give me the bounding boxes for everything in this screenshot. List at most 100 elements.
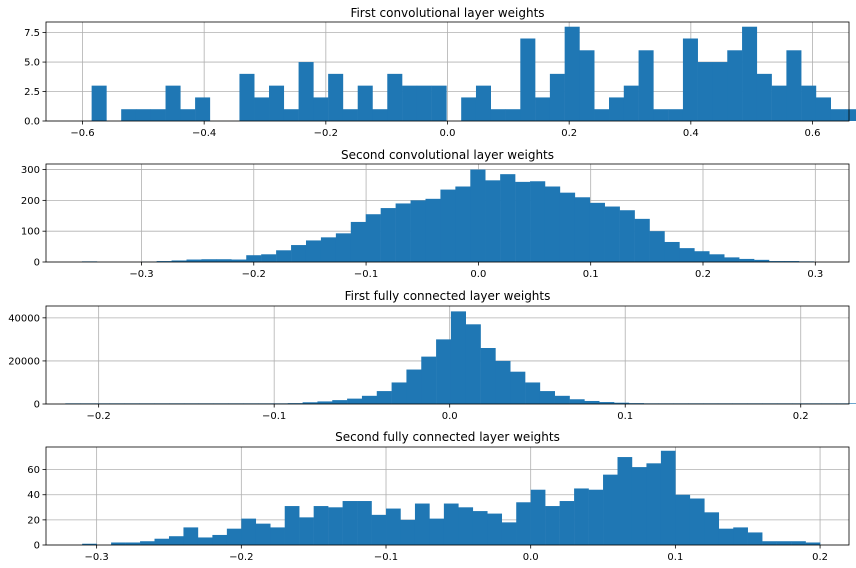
histogram-bar: [520, 38, 536, 121]
histogram-bar: [395, 203, 411, 262]
histogram-bar: [475, 85, 491, 121]
histogram-bar: [679, 248, 695, 262]
x-tick-label: 0.2: [812, 552, 828, 563]
panel-second-conv-weights: Second convolutional layer weights −0.3 −…: [21, 148, 850, 280]
histogram-bar: [406, 369, 422, 404]
histogram-bar: [305, 240, 322, 262]
histogram-bar: [270, 527, 285, 545]
histogram-bar: [619, 210, 635, 262]
histogram-bar: [241, 518, 257, 545]
x-tick-label: 0.4: [683, 128, 699, 139]
histogram-bar: [704, 512, 720, 545]
y-tick-label: 0: [34, 541, 40, 552]
x-tick-label: 0.2: [793, 411, 809, 422]
histogram-bar: [82, 543, 97, 545]
histogram-bar: [246, 255, 262, 262]
histogram-bar: [410, 200, 426, 262]
histogram-bar: [515, 181, 531, 262]
histogram-bar: [634, 218, 650, 262]
x-tick-label: −0.2: [229, 552, 253, 563]
histogram-bar: [183, 527, 199, 545]
x-tick-label: −0.3: [129, 269, 153, 280]
histogram-bar: [525, 382, 541, 404]
histogram-bar: [604, 206, 620, 262]
histogram-bar: [709, 254, 725, 262]
histogram-bar: [165, 85, 181, 121]
histogram-bar: [284, 506, 300, 545]
y-tick-label: 20000: [8, 356, 40, 367]
histogram-bar: [298, 62, 314, 121]
histogram-bars: [65, 311, 856, 404]
histogram-bar: [239, 73, 255, 121]
histogram-bar: [135, 109, 151, 121]
histogram-bar: [649, 231, 665, 262]
histogram-bar: [450, 311, 466, 404]
histogram-bar: [724, 257, 740, 262]
histogram-bar: [660, 450, 676, 545]
x-tick-label: 0.0: [440, 128, 456, 139]
histogram-bar: [140, 541, 155, 545]
x-tick-label: −0.1: [262, 411, 286, 422]
histogram-bar: [186, 259, 202, 262]
histogram-bar: [559, 501, 575, 545]
histogram-bar: [485, 180, 501, 262]
histogram-bar: [815, 97, 831, 121]
histogram-bar: [111, 542, 126, 545]
histogram-bar: [387, 73, 403, 121]
histogram-bar: [495, 360, 511, 404]
histogram-bar: [712, 62, 728, 121]
histogram-bar: [443, 503, 459, 545]
histogram-bar: [328, 73, 344, 121]
histogram-bar: [455, 186, 471, 262]
panel-title: First fully connected layer weights: [345, 289, 551, 303]
histogram-bar: [269, 85, 285, 121]
histogram-bar: [216, 259, 232, 262]
histogram-bar: [431, 85, 447, 121]
x-tick-label: 0.1: [583, 269, 599, 280]
histogram-bar: [212, 534, 228, 545]
histogram-bar: [791, 541, 806, 545]
histogram-bar: [617, 457, 633, 545]
histogram-bar: [335, 233, 352, 262]
histogram-bar: [776, 541, 792, 545]
panel-first-conv-weights: First convolutional layer weights −0.6 −0…: [24, 6, 856, 139]
histogram-bar: [461, 97, 477, 121]
x-tick-label: 0.0: [442, 411, 458, 422]
histogram-bars: [91, 26, 856, 121]
panel-first-fc-weights: First fully connected layer weights −0.2…: [8, 289, 856, 422]
histogram-bar: [386, 508, 401, 545]
histogram-bar: [328, 507, 343, 545]
histogram-bar: [342, 109, 358, 121]
histogram-bar: [313, 506, 329, 545]
histogram-bars: [82, 450, 821, 545]
histogram-bar: [365, 214, 381, 262]
histogram-bar: [554, 395, 570, 404]
histogram-bar: [283, 109, 299, 121]
histogram-bar: [332, 400, 348, 404]
histogram-bar: [400, 519, 416, 545]
histogram-bar: [510, 371, 526, 404]
histogram-bar: [574, 488, 589, 545]
histogram-bar: [530, 181, 546, 262]
histogram-bar: [599, 402, 615, 404]
histogram-bar: [805, 542, 821, 545]
panel-title: Second fully connected layer weights: [335, 430, 560, 444]
y-tick-label: 100: [21, 227, 40, 238]
histogram-bar: [589, 202, 605, 262]
histogram-bar: [631, 467, 647, 545]
axes-frame: [45, 163, 850, 263]
histogram-bar: [830, 109, 846, 121]
y-tick-label: 60: [27, 465, 40, 476]
panel-title: First convolutional layer weights: [350, 6, 544, 20]
histogram-bar: [487, 513, 503, 545]
histogram-bar: [783, 261, 800, 262]
y-tick-label: 20: [27, 515, 40, 526]
y-tick-label: 40000: [8, 313, 40, 324]
histogram-bar: [416, 85, 432, 121]
histogram-bar: [646, 463, 662, 545]
histogram-bar: [638, 50, 654, 121]
x-tick-label: 0.0: [470, 269, 486, 280]
histogram-bar: [653, 109, 669, 121]
histogram-bar: [372, 109, 388, 121]
